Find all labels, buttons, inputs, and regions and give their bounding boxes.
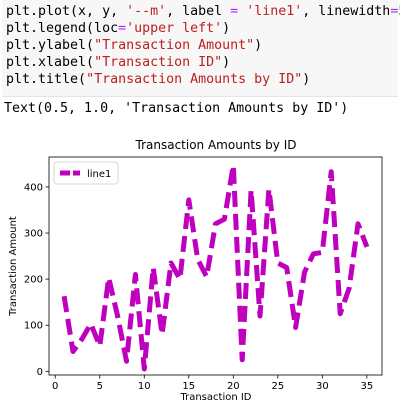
y-axis-label: Transaction Amount bbox=[8, 216, 19, 317]
code-token: 'line1' bbox=[246, 4, 303, 19]
legend-box bbox=[53, 161, 119, 185]
x-tick-label: 0 bbox=[52, 381, 58, 392]
code-token: , linewidth bbox=[302, 4, 391, 19]
code-line-1: plt.plot(x, y, '--m', label = 'line1', l… bbox=[6, 3, 400, 21]
y-tick-label: 300 bbox=[24, 229, 43, 240]
code-token: "Transaction Amount" bbox=[94, 38, 255, 53]
code-token: ) bbox=[222, 55, 231, 70]
legend: line1 bbox=[53, 161, 119, 185]
x-axis-label: Transaction ID bbox=[179, 392, 251, 403]
x-tick-label: 15 bbox=[182, 381, 195, 392]
x-tick-label: 25 bbox=[271, 381, 284, 392]
x-tick-label: 5 bbox=[97, 381, 103, 392]
legend-label: line1 bbox=[87, 169, 111, 180]
code-line-3: plt.ylabel("Transaction Amount") bbox=[6, 37, 262, 55]
x-tick-label: 20 bbox=[227, 381, 240, 392]
code-token: plt.xlabel( bbox=[6, 55, 95, 70]
code-token: = bbox=[230, 4, 239, 19]
code-line-4: plt.xlabel("Transaction ID") bbox=[6, 54, 230, 72]
code-token: = bbox=[118, 21, 127, 36]
code-token: = bbox=[390, 4, 399, 19]
x-tick-label: 35 bbox=[360, 381, 373, 392]
chart: Transaction Amounts by ID 0 5 10 15 20 25 30 35… bbox=[8, 138, 383, 403]
series-line-line1 bbox=[61, 162, 370, 372]
code-token: , label bbox=[166, 4, 231, 19]
y-tick-label: 200 bbox=[24, 275, 43, 286]
code-token: ) bbox=[222, 21, 231, 36]
y-tick-label: 0 bbox=[37, 367, 43, 378]
code-cell[interactable]: plt.plot(x, y, '--m', label = 'line1', l… bbox=[2, 0, 400, 97]
code-token: plt.ylabel( bbox=[6, 38, 95, 53]
code-token bbox=[238, 4, 246, 19]
code-line-5: plt.title("Transaction Amounts by ID") bbox=[6, 71, 310, 89]
plot-frame bbox=[48, 156, 383, 376]
x-tick-label: 30 bbox=[316, 381, 329, 392]
code-line-2: plt.legend(loc='upper left') bbox=[6, 20, 230, 38]
y-tick-label: 100 bbox=[24, 321, 43, 332]
code-token: plt.legend(loc bbox=[6, 21, 119, 36]
code-token: '--m' bbox=[126, 4, 167, 19]
code-token: ) bbox=[254, 38, 263, 53]
y-tick-label: 400 bbox=[24, 182, 43, 193]
series-lines bbox=[61, 162, 370, 372]
code-token: "Transaction Amounts by ID" bbox=[86, 72, 303, 87]
code-token: "Transaction ID" bbox=[94, 55, 223, 70]
chart-title: Transaction Amounts by ID bbox=[135, 138, 297, 152]
axis-ticks: 0 5 10 15 20 25 30 35 0 100 200 300 400 bbox=[24, 182, 373, 392]
code-token: 'upper left' bbox=[126, 21, 223, 36]
code-token: ) bbox=[302, 72, 311, 87]
cell-output-text: Text(0.5, 1.0, 'Transaction Amounts by I… bbox=[4, 101, 349, 116]
x-tick-label: 10 bbox=[138, 381, 151, 392]
code-token: plt.plot(x, y, bbox=[6, 4, 127, 19]
code-token: 5 bbox=[398, 4, 400, 19]
code-token: plt.title( bbox=[6, 72, 87, 87]
